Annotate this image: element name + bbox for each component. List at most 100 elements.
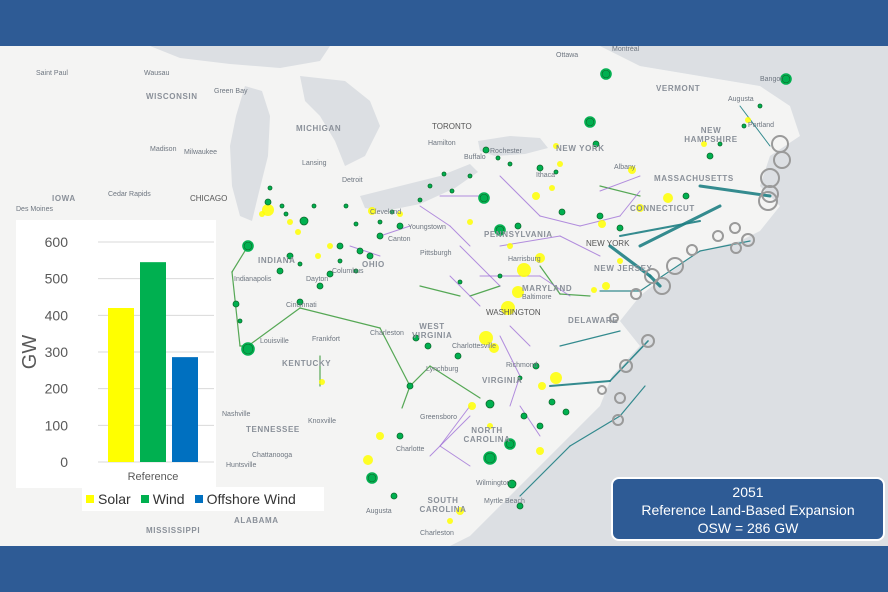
transmission-line xyxy=(619,190,641,217)
offshore-wind-site xyxy=(712,230,724,242)
land-wind-line xyxy=(247,307,301,347)
state-west-virginia: WEST VIRGINIA xyxy=(412,322,453,340)
offshore-wind-site xyxy=(630,288,642,300)
solar-site xyxy=(489,343,499,353)
offshore-transmission-line xyxy=(619,385,646,417)
transmission-line xyxy=(499,175,541,217)
land-wind-line xyxy=(539,265,561,295)
wind-site xyxy=(592,140,600,148)
place-wilmington: Wilmington xyxy=(476,480,511,487)
offshore-wind-site xyxy=(614,392,626,404)
solar-site xyxy=(479,331,493,345)
place-cedar-rapids: Cedar Rapids xyxy=(108,191,151,198)
legend-item-offshore: Offshore Wind xyxy=(194,491,296,507)
chart-y-tick-label: 600 xyxy=(45,234,69,250)
place-new-york: NEW YORK xyxy=(586,239,630,248)
solar-site xyxy=(602,282,610,290)
wind-site-ring xyxy=(600,68,612,80)
wind-site xyxy=(377,219,383,225)
wind-site xyxy=(376,232,384,240)
wind-site xyxy=(532,362,540,370)
land-wind-line xyxy=(429,365,481,399)
offshore-wind-site xyxy=(741,233,755,247)
place-des-moines: Des Moines xyxy=(16,206,53,213)
wind-site xyxy=(267,185,273,191)
place-augusta-ga: Augusta xyxy=(366,508,392,515)
wind-site xyxy=(237,318,243,324)
wind-site xyxy=(276,267,284,275)
wind-site xyxy=(706,152,714,160)
wind-site xyxy=(279,203,285,209)
land-wind-line xyxy=(401,385,411,409)
wind-site xyxy=(353,221,359,227)
legend-label-offshore: Offshore Wind xyxy=(206,491,296,507)
wind-site xyxy=(682,192,690,200)
wind-site xyxy=(717,141,723,147)
place-charlottesville: Charlottesville xyxy=(452,343,496,350)
place-youngstown: Youngstown xyxy=(408,224,446,231)
place-frankfort: Frankfort xyxy=(312,336,341,343)
wind-site xyxy=(616,224,624,232)
transmission-line xyxy=(519,405,541,437)
solar-site xyxy=(617,258,623,264)
offshore-wind-site xyxy=(619,359,633,373)
state-iowa: IOWA xyxy=(52,194,76,203)
transmission-line xyxy=(449,275,481,307)
transmission-line xyxy=(459,245,501,287)
scenario-info-box: 2051 Reference Land-Based Expansion OSW … xyxy=(611,477,885,541)
place-detroit: Detroit xyxy=(342,177,363,184)
wind-site xyxy=(585,117,595,127)
wind-site xyxy=(601,69,611,79)
solar-site xyxy=(456,507,464,515)
transmission-line xyxy=(599,175,641,192)
scenario-year: 2051 xyxy=(732,484,764,500)
offshore-wind-site xyxy=(609,313,619,323)
chart-canvas: 0 100 200 300 400 500 600 GW Reference xyxy=(19,234,214,483)
solar-site xyxy=(315,253,321,259)
state-ohio: OHIO xyxy=(362,260,385,269)
place-greensboro: Greensboro xyxy=(420,414,457,421)
legend-swatch-solar xyxy=(86,495,94,503)
solar-site xyxy=(447,518,453,524)
solar-site xyxy=(363,455,373,465)
solar-site xyxy=(468,402,476,410)
solar-site xyxy=(501,301,515,315)
solar-site xyxy=(507,243,513,249)
offshore-wind-site xyxy=(597,385,607,395)
wind-site-ring xyxy=(241,342,255,356)
offshore-transmission-line xyxy=(638,204,722,248)
transmission-line xyxy=(449,225,471,247)
wind-site xyxy=(505,439,515,449)
place-dayton: Dayton xyxy=(306,276,329,283)
wind-site xyxy=(596,212,604,220)
solar-site xyxy=(512,286,524,298)
state-tennessee: TENNESSEE xyxy=(246,425,300,434)
wind-site xyxy=(454,352,462,360)
chart-bar-wind xyxy=(140,262,166,462)
state-north-carolina: NORTH CAROLINA xyxy=(463,426,511,444)
solar-site xyxy=(517,263,531,277)
place-madison: Madison xyxy=(150,146,177,153)
land-wind-line xyxy=(469,285,501,297)
solar-site xyxy=(591,287,597,293)
solar-site xyxy=(368,207,376,215)
offshore-transmission-line xyxy=(559,330,621,347)
solar-site xyxy=(598,220,606,228)
offshore-wind-site xyxy=(686,244,698,256)
offshore-transmission-line xyxy=(698,184,772,198)
wind-site-ring xyxy=(483,451,497,465)
legend-label-solar: Solar xyxy=(98,491,131,507)
wind-site-ring xyxy=(584,116,596,128)
solar-site xyxy=(553,143,559,149)
wind-site xyxy=(366,252,374,260)
lake-ontario xyxy=(478,136,548,156)
wind-site xyxy=(396,432,404,440)
wind-site xyxy=(283,211,289,217)
wind-site xyxy=(457,279,463,285)
wind-site xyxy=(243,241,253,251)
place-hamilton: Hamilton xyxy=(428,140,456,147)
place-milwaukee: Milwaukee xyxy=(184,149,218,156)
wind-site xyxy=(232,300,240,308)
wind-site-ring xyxy=(494,224,506,236)
state-alabama: ALABAMA xyxy=(234,516,279,525)
